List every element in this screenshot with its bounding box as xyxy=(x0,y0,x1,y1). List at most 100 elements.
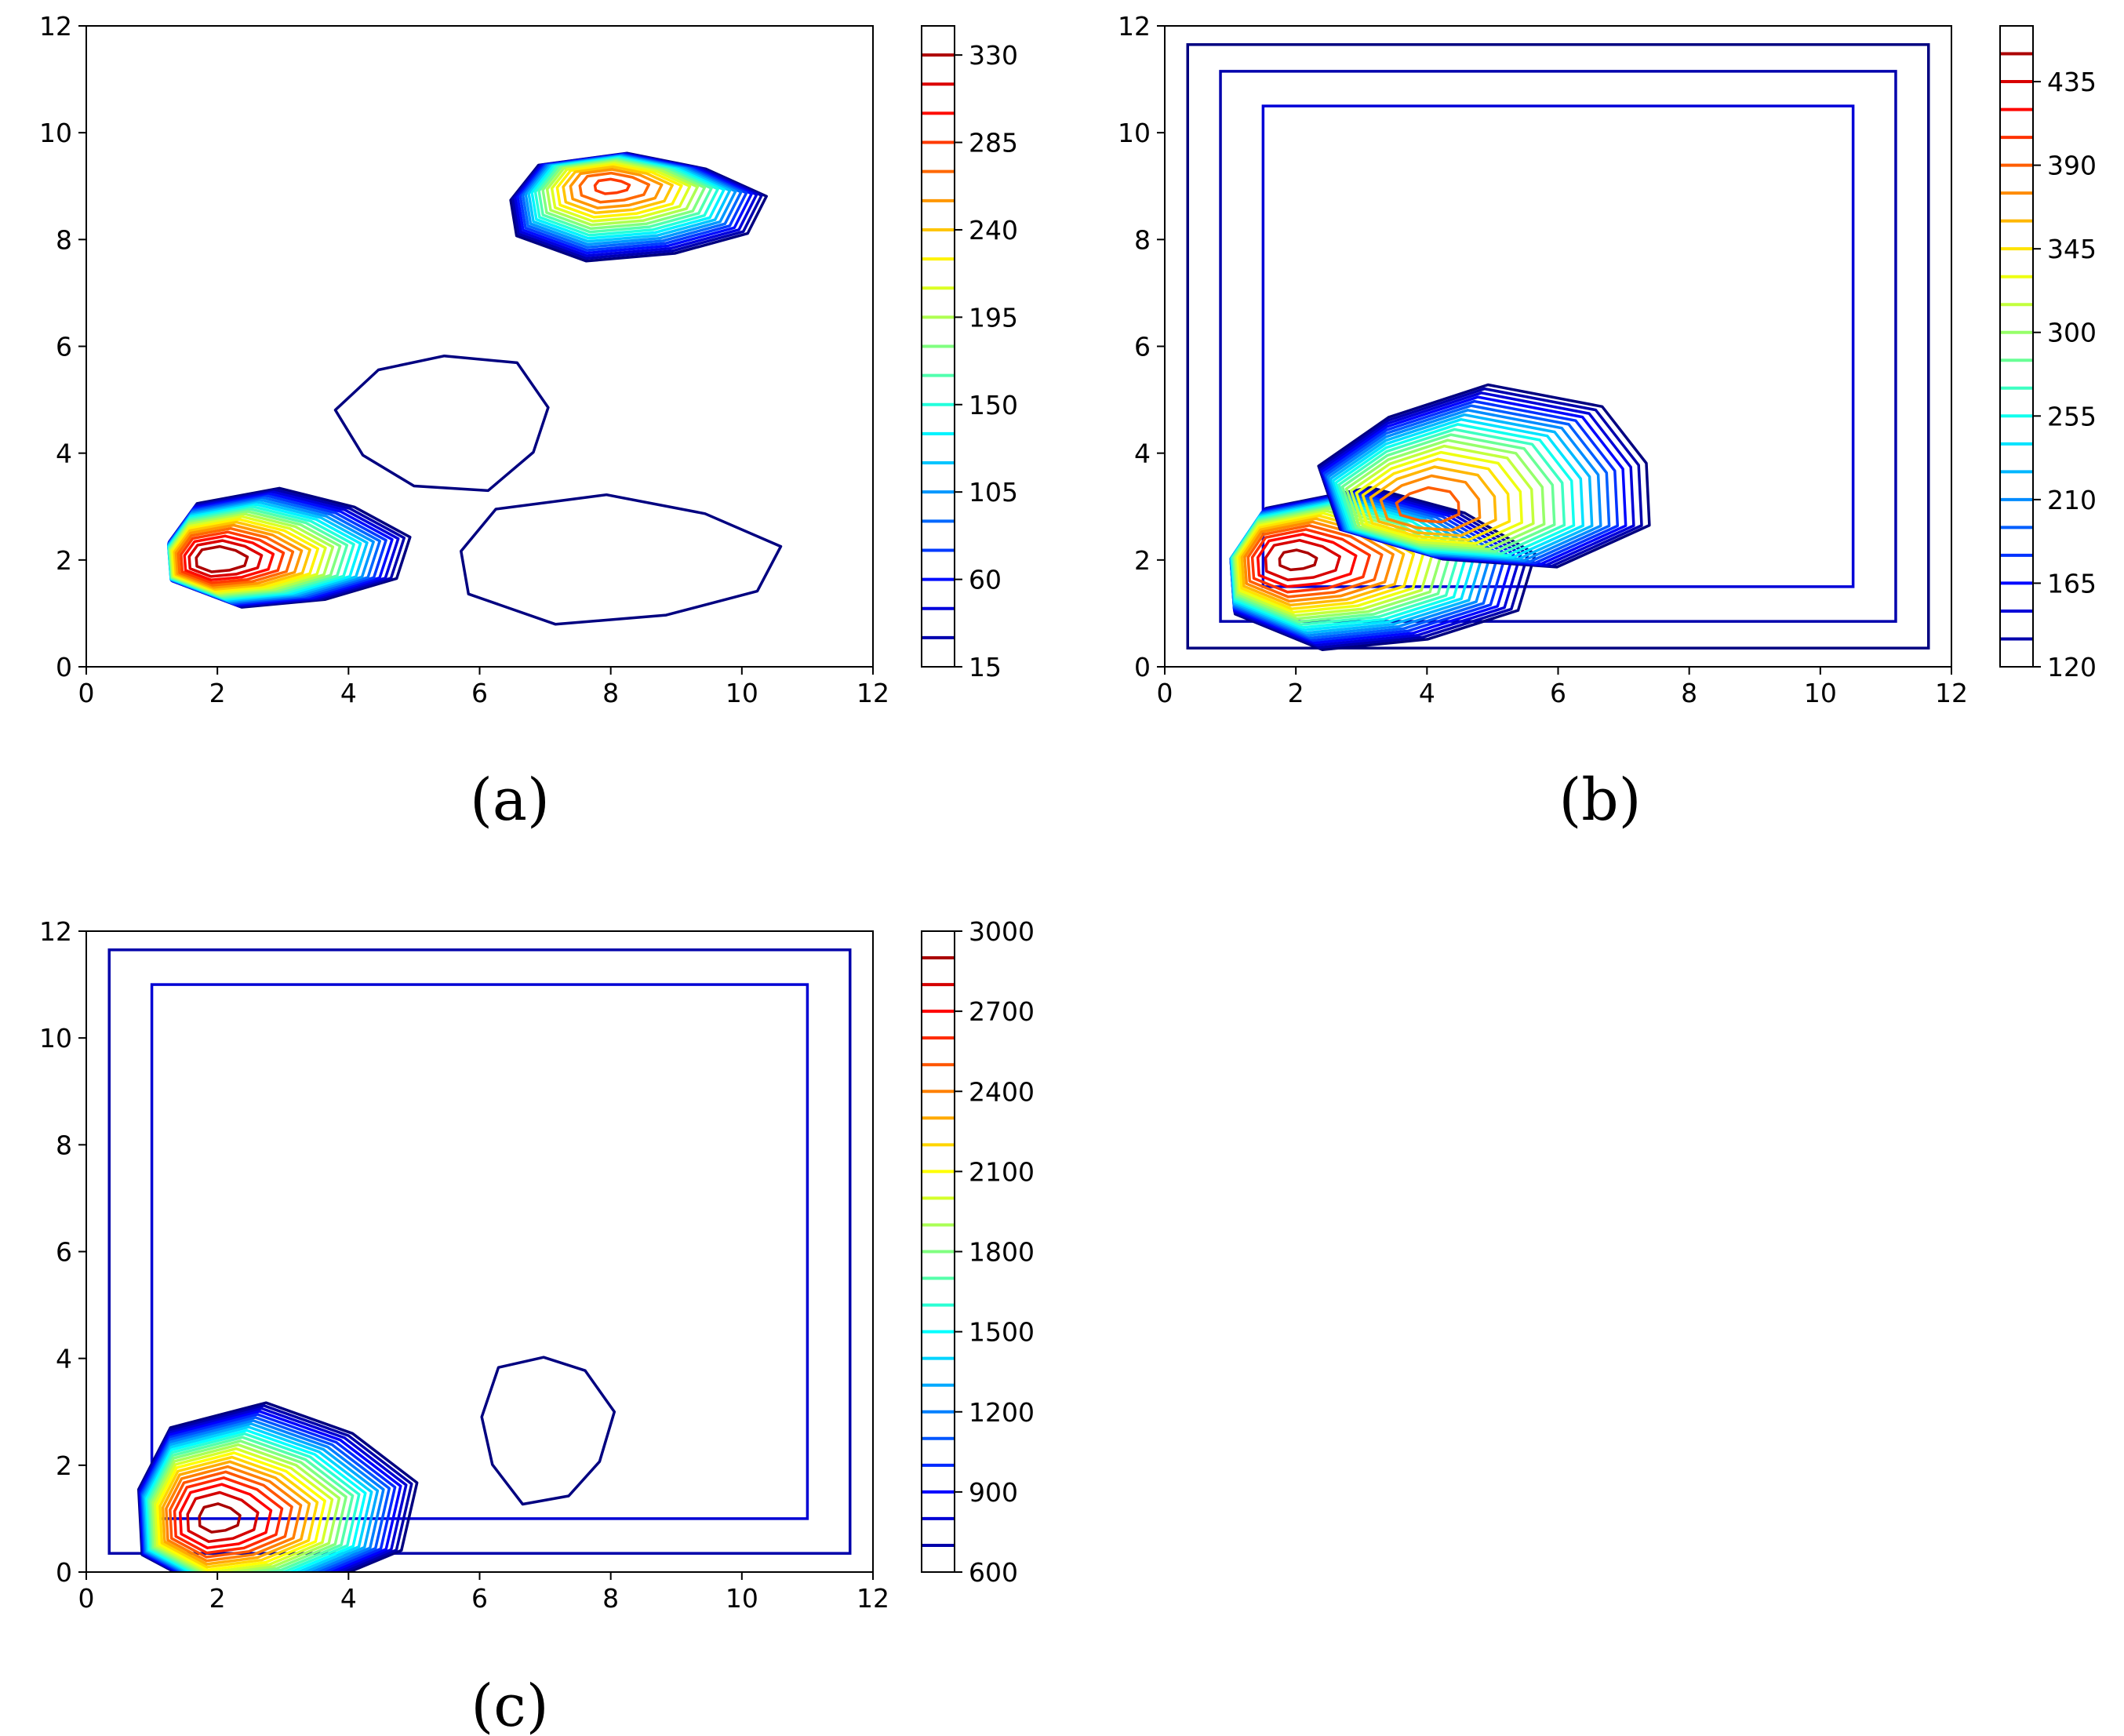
x-tick-label: 8 xyxy=(1681,678,1697,708)
contour-line xyxy=(545,160,700,227)
y-tick-label: 8 xyxy=(56,1130,72,1160)
y-tick-label: 4 xyxy=(56,1344,72,1374)
panel-b: 0 2 4 6 8 10 120246810121201652102553003453904… xyxy=(1118,11,2097,708)
x-tick-label: 12 xyxy=(857,1583,889,1614)
panel-label-a: (a) xyxy=(470,766,550,834)
x-tick-label: 0 xyxy=(1157,678,1173,708)
colorbar-tick-label: 195 xyxy=(969,302,1018,333)
contour-line xyxy=(460,493,783,626)
y-tick-label: 4 xyxy=(1134,439,1151,469)
contour-line xyxy=(154,1447,334,1572)
contour-line xyxy=(165,1465,303,1563)
contour-line xyxy=(183,534,275,582)
y-tick-label: 2 xyxy=(56,1450,72,1481)
x-tick-label: 4 xyxy=(340,1583,357,1614)
contour-line xyxy=(550,162,692,223)
y-tick-label: 10 xyxy=(39,1023,72,1054)
contour-line xyxy=(562,165,674,215)
contour-line xyxy=(174,523,304,589)
x-tick-label: 10 xyxy=(726,678,758,708)
colorbar-tick-label: 210 xyxy=(2047,485,2097,515)
colorbar-tick-label: 345 xyxy=(2047,234,2097,264)
colorbar-tick-label: 435 xyxy=(2047,67,2097,97)
x-tick-label: 8 xyxy=(602,678,619,708)
colorbar-tick-label: 60 xyxy=(969,565,1002,595)
contour-line xyxy=(480,1356,616,1506)
contour-line xyxy=(150,983,809,1520)
contour-line xyxy=(1379,474,1482,532)
contour-line xyxy=(187,539,264,578)
contour-line xyxy=(1355,450,1523,545)
y-tick-label: 8 xyxy=(56,224,72,255)
x-tick-label: 4 xyxy=(340,678,357,708)
contour-line xyxy=(1349,444,1535,548)
plot-frame xyxy=(85,930,874,1573)
y-tick-label: 6 xyxy=(56,1237,72,1268)
y-tick-label: 12 xyxy=(39,11,72,42)
x-tick-label: 2 xyxy=(209,678,226,708)
contour-line xyxy=(147,1432,361,1572)
y-tick-label: 12 xyxy=(1118,11,1151,42)
colorbar-tick-label: 2700 xyxy=(969,996,1035,1027)
contour-line xyxy=(155,1451,326,1572)
contour-line xyxy=(1256,533,1358,588)
x-tick-label: 10 xyxy=(1804,678,1837,708)
x-tick-label: 6 xyxy=(471,1583,488,1614)
x-tick-label: 10 xyxy=(726,1583,758,1614)
panel-c: 0 2 4 6 8 10 12 0 2 4 6 8 10 12 600 900 1200 1500 1800 2100… xyxy=(39,916,1035,1614)
colorbar-tick-label: 300 xyxy=(2047,318,2097,348)
colorbar-tick-label: 120 xyxy=(2047,652,2097,682)
y-tick-label: 2 xyxy=(56,545,72,576)
contour-line xyxy=(569,168,664,209)
colorbar-frame xyxy=(921,25,955,668)
contour-line xyxy=(150,1439,347,1572)
contour-line xyxy=(1246,524,1384,599)
contour-line xyxy=(1261,104,1855,588)
contour-line xyxy=(171,518,320,593)
x-tick-label: 4 xyxy=(1419,678,1435,708)
contour-line xyxy=(1186,43,1930,650)
contour-lines xyxy=(166,151,783,626)
y-tick-label: 4 xyxy=(56,439,72,469)
contour-line xyxy=(173,1476,284,1555)
contour-line xyxy=(1369,465,1497,537)
colorbar-tick-label: 2400 xyxy=(969,1076,1035,1107)
contour-line xyxy=(176,526,295,587)
contour-line xyxy=(593,177,631,195)
panel-a: 0 2 4 6 8 10 12 0 2 4 6 8 10 12 15 60 105 150 195 240 285 330 xyxy=(39,11,1018,708)
colorbar-tick-label: 240 xyxy=(969,215,1018,246)
y-tick-label: 12 xyxy=(39,916,72,947)
colorbar-tick-label: 330 xyxy=(969,40,1018,71)
colorbar-tick-label: 165 xyxy=(2047,568,2097,599)
contour-line xyxy=(541,158,707,231)
contour-line xyxy=(1340,433,1556,553)
x-tick-label: 2 xyxy=(209,1583,226,1614)
colorbar-tick-label: 3000 xyxy=(969,916,1035,947)
y-tick-label: 8 xyxy=(1134,224,1151,255)
colorbar-tick-label: 150 xyxy=(969,390,1018,420)
contour-line xyxy=(1250,528,1371,594)
colorbar-tick-label: 255 xyxy=(2047,401,2097,431)
contour-line xyxy=(1344,439,1546,551)
y-tick-label: 6 xyxy=(1134,332,1151,362)
contour-line xyxy=(186,1490,260,1543)
x-tick-label: 2 xyxy=(1288,678,1304,708)
contour-line xyxy=(1219,70,1897,623)
contour-line xyxy=(1337,428,1566,555)
contour-line xyxy=(161,1460,311,1566)
colorbar-tick-label: 285 xyxy=(969,128,1018,158)
y-tick-label: 10 xyxy=(1118,118,1151,148)
plot-frame xyxy=(85,25,874,668)
x-tick-label: 0 xyxy=(78,678,95,708)
x-tick-label: 6 xyxy=(1550,678,1566,708)
y-tick-label: 2 xyxy=(1134,545,1151,576)
contour-line xyxy=(1334,423,1576,557)
colorbar-tick-label: 2100 xyxy=(969,1156,1035,1187)
contour-line xyxy=(1326,409,1602,562)
y-tick-label: 0 xyxy=(56,652,72,682)
colorbar-tick-label: 1800 xyxy=(969,1237,1035,1268)
contour-line xyxy=(1361,457,1511,542)
panel-label-b: (b) xyxy=(1558,766,1641,834)
y-tick-label: 10 xyxy=(39,118,72,148)
